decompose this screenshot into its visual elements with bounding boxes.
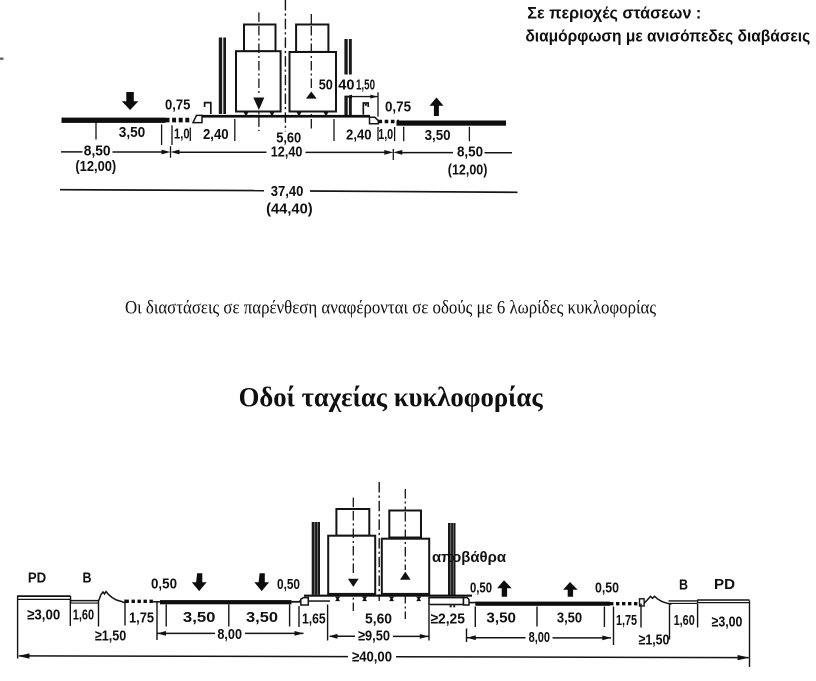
- svg-text:8,50: 8,50: [84, 142, 111, 159]
- svg-text:Σε περιοχές στάσεων :: Σε περιοχές στάσεων :: [527, 4, 701, 23]
- svg-text:3,50: 3,50: [557, 610, 582, 627]
- svg-text:3,50: 3,50: [183, 609, 216, 626]
- svg-text:≥1,50: ≥1,50: [639, 632, 670, 649]
- svg-text:50: 50: [319, 76, 333, 93]
- svg-text:PD: PD: [28, 570, 46, 587]
- svg-text:2,40: 2,40: [203, 126, 229, 143]
- svg-text:8,00: 8,00: [217, 626, 242, 643]
- svg-text:≥3,00: ≥3,00: [712, 614, 743, 631]
- svg-text:≥9,50: ≥9,50: [358, 628, 390, 645]
- svg-text:Οι διαστάσεις σε παρένθεση ανα: Οι διαστάσεις σε παρένθεση αναφέρονται σ…: [125, 299, 657, 319]
- svg-text:40: 40: [338, 76, 354, 93]
- svg-text:0,50: 0,50: [595, 580, 619, 597]
- svg-text:3,50: 3,50: [425, 127, 451, 144]
- svg-text:3,50: 3,50: [119, 124, 146, 141]
- svg-text:Οδοί ταχείας κυκλοφορίας: Οδοί ταχείας κυκλοφορίας: [239, 382, 544, 412]
- svg-text:1,60: 1,60: [674, 612, 695, 629]
- svg-text:1,0: 1,0: [378, 126, 393, 143]
- svg-text:1,65: 1,65: [302, 611, 326, 628]
- svg-text:0,50: 0,50: [470, 580, 492, 597]
- svg-text:διαμόρφωση με ανισόπεδες διαβά: διαμόρφωση με ανισόπεδες διαβάσεις: [525, 27, 810, 46]
- svg-text:1,75: 1,75: [129, 610, 154, 627]
- svg-text:0,50: 0,50: [151, 576, 177, 593]
- svg-text:3,50: 3,50: [486, 610, 516, 627]
- svg-text:0,75: 0,75: [165, 97, 190, 114]
- svg-text:2,40: 2,40: [346, 126, 372, 143]
- svg-text:≥1,50: ≥1,50: [95, 627, 126, 644]
- svg-text:≥40,00: ≥40,00: [352, 649, 392, 666]
- svg-text:12,40: 12,40: [271, 144, 303, 161]
- svg-text:PD: PD: [714, 576, 735, 593]
- svg-text:αποβάθρα: αποβάθρα: [432, 550, 506, 566]
- svg-text:1,0: 1,0: [174, 125, 190, 142]
- svg-text:5,60: 5,60: [276, 130, 301, 147]
- svg-text:B: B: [83, 570, 92, 587]
- svg-text:0,50: 0,50: [277, 576, 300, 593]
- svg-text:≥3,00: ≥3,00: [27, 606, 60, 623]
- svg-text:1,75: 1,75: [616, 612, 637, 629]
- svg-text:1,50: 1,50: [356, 76, 375, 93]
- svg-text:(12,00): (12,00): [75, 158, 116, 175]
- svg-text:(44,40): (44,40): [266, 201, 313, 218]
- svg-text:(12,00): (12,00): [448, 162, 488, 179]
- svg-text:B: B: [679, 577, 688, 594]
- svg-text:3,50: 3,50: [246, 609, 278, 626]
- svg-text:8,50: 8,50: [457, 144, 483, 161]
- svg-text:≥2,25: ≥2,25: [430, 611, 465, 628]
- svg-text:1,60: 1,60: [73, 606, 94, 623]
- svg-text:5,60: 5,60: [365, 611, 392, 628]
- svg-text:37,40: 37,40: [271, 183, 304, 200]
- svg-text:8,00: 8,00: [529, 629, 550, 646]
- svg-text:0,75: 0,75: [385, 98, 411, 115]
